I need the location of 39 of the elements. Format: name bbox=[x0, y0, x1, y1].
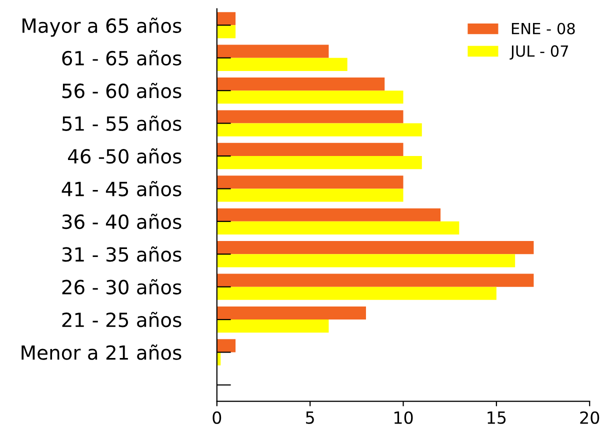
bar bbox=[216, 25, 236, 38]
x-tick-label: 15 bbox=[488, 412, 506, 424]
bar bbox=[216, 58, 348, 71]
bar bbox=[216, 78, 385, 91]
x-tick-label: 10 bbox=[394, 411, 413, 424]
bar bbox=[216, 241, 534, 254]
y-tick-label: 46 -50 años bbox=[68, 148, 182, 164]
y-tick-label: 31 - 35 años bbox=[62, 246, 182, 262]
y-tick-label: 56 - 60 años bbox=[62, 82, 182, 98]
bar bbox=[216, 274, 534, 287]
bar bbox=[216, 339, 236, 352]
legend-label: JUL - 07 bbox=[510, 45, 568, 60]
x-tick-label: 5 bbox=[306, 412, 314, 424]
bar bbox=[216, 306, 366, 320]
bar bbox=[216, 44, 329, 58]
bar bbox=[216, 320, 329, 333]
legend-label: ENE - 08 bbox=[512, 22, 575, 34]
bar bbox=[216, 12, 236, 26]
y-tick-label: 36 - 40 años bbox=[62, 214, 182, 230]
bar bbox=[216, 176, 404, 189]
y-tick-label: 21 - 25 años bbox=[62, 312, 182, 328]
y-tick-label: 51 - 55 años bbox=[62, 116, 182, 131]
bar bbox=[216, 110, 404, 124]
x-tick-label: 0 bbox=[212, 411, 222, 424]
bar bbox=[216, 156, 422, 170]
bar bbox=[216, 286, 496, 300]
bar bbox=[216, 254, 516, 268]
y-tick-label: Menor a 21 años bbox=[22, 344, 182, 360]
y-tick-label: 41 - 45 años bbox=[62, 180, 182, 196]
y-tick-label: 61 - 65 años bbox=[62, 50, 182, 66]
bar bbox=[216, 142, 404, 156]
bar bbox=[216, 188, 404, 202]
bar bbox=[216, 90, 404, 104]
y-tick-label: Mayor a 65 años bbox=[22, 18, 182, 37]
bar bbox=[216, 208, 441, 222]
y-tick-label: 26 - 30 años bbox=[62, 279, 182, 294]
x-tick-label: 20 bbox=[580, 411, 600, 424]
bar bbox=[216, 123, 422, 136]
bar bbox=[216, 221, 460, 234]
